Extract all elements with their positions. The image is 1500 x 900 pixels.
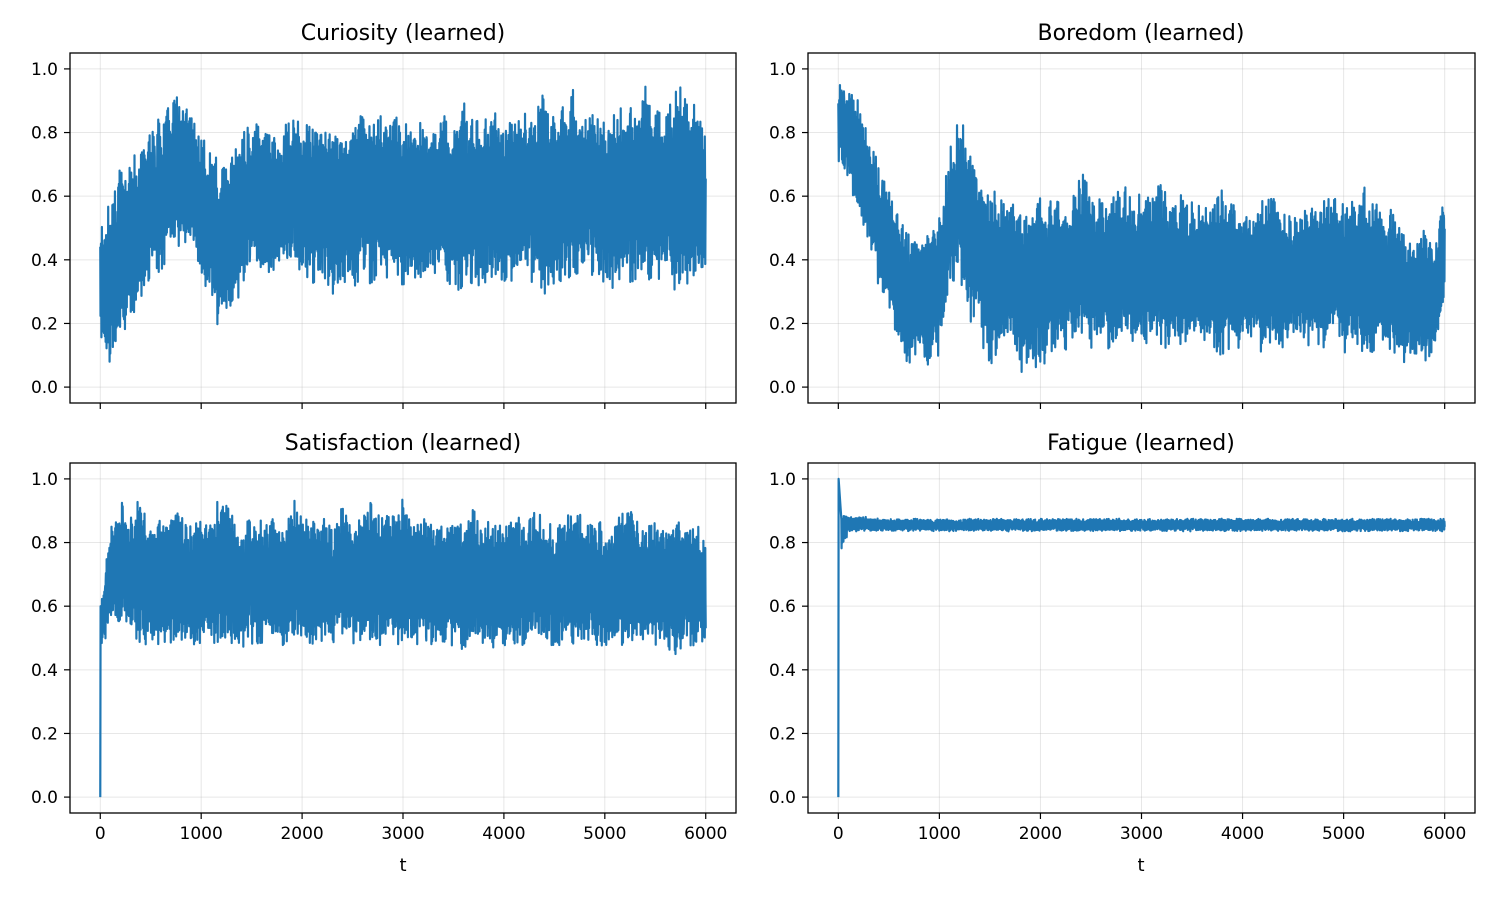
boredom-ytick-label: 0.0 xyxy=(769,378,796,398)
boredom-panel-title: Boredom (learned) xyxy=(1038,21,1245,46)
satisfaction-xtick-label: 1000 xyxy=(180,824,223,844)
fatigue-xtick-label: 6000 xyxy=(1423,824,1466,844)
satisfaction-ytick-label: 1.0 xyxy=(31,470,58,490)
curiosity-ytick-label: 0.4 xyxy=(31,251,58,271)
fatigue-ytick-label: 0.6 xyxy=(769,597,796,617)
satisfaction-panel-xlabel: t xyxy=(399,855,406,876)
fatigue-panel-xlabel: t xyxy=(1137,855,1144,876)
fatigue-ytick-label: 0.4 xyxy=(769,661,796,681)
satisfaction-xtick-label: 2000 xyxy=(280,824,323,844)
satisfaction-ytick-label: 0.0 xyxy=(31,788,58,808)
satisfaction-xtick-label: 4000 xyxy=(482,824,525,844)
curiosity-ytick-label: 0.6 xyxy=(31,187,58,207)
boredom-panel: Boredom (learned) 0.0 0.2 0.4 0.6 0.8 1.0 xyxy=(769,21,1476,409)
fatigue-series-line xyxy=(837,477,1446,798)
curiosity-ytick-label: 0.2 xyxy=(31,314,58,334)
curiosity-ytick-label: 0.0 xyxy=(31,378,58,398)
boredom-ytick-label: 0.4 xyxy=(769,251,796,271)
curiosity-ytick-label: 0.8 xyxy=(31,124,58,144)
curiosity-panel: Curiosity (learned) 0.0 0.2 0.4 0.6 0.8 1.0 xyxy=(31,21,737,409)
satisfaction-xtick-label: 5000 xyxy=(583,824,626,844)
fatigue-panel-title: Fatigue (learned) xyxy=(1047,431,1235,456)
satisfaction-ytick-label: 0.2 xyxy=(31,724,58,744)
satisfaction-series-line xyxy=(99,498,707,798)
satisfaction-xtick-label: 6000 xyxy=(684,824,727,844)
satisfaction-panel: Satisfaction (learned) t 0 1000 2000 3000 40… xyxy=(31,431,737,876)
fatigue-xtick-label: 4000 xyxy=(1221,824,1264,844)
fatigue-ytick-label: 0.8 xyxy=(769,534,796,554)
boredom-series-line xyxy=(837,84,1446,373)
boredom-ytick-label: 0.6 xyxy=(769,187,796,207)
boredom-ytick-label: 0.8 xyxy=(769,124,796,144)
fatigue-ytick-label: 0.0 xyxy=(769,788,796,808)
curiosity-panel-title: Curiosity (learned) xyxy=(301,21,506,46)
boredom-ytick-label: 0.2 xyxy=(769,314,796,334)
satisfaction-panel-title: Satisfaction (learned) xyxy=(285,431,522,456)
fatigue-xtick-label: 3000 xyxy=(1120,824,1163,844)
satisfaction-ytick-label: 0.6 xyxy=(31,597,58,617)
fatigue-xtick-label: 5000 xyxy=(1322,824,1365,844)
fatigue-panel: Fatigue (learned) t 0 1000 2000 3000 4000 500… xyxy=(769,431,1476,876)
satisfaction-xtick-label: 0 xyxy=(95,824,106,844)
fatigue-xtick-label: 1000 xyxy=(918,824,961,844)
curiosity-ytick-label: 1.0 xyxy=(31,60,58,80)
fatigue-ytick-label: 0.2 xyxy=(769,724,796,744)
fatigue-ytick-label: 1.0 xyxy=(769,470,796,490)
fatigue-xtick-label: 0 xyxy=(833,824,844,844)
satisfaction-xtick-label: 3000 xyxy=(381,824,424,844)
satisfaction-ytick-label: 0.8 xyxy=(31,534,58,554)
fatigue-xtick-label: 2000 xyxy=(1019,824,1062,844)
satisfaction-ytick-label: 0.4 xyxy=(31,661,58,681)
curiosity-series-line xyxy=(99,85,707,363)
boredom-ytick-label: 1.0 xyxy=(769,60,796,80)
